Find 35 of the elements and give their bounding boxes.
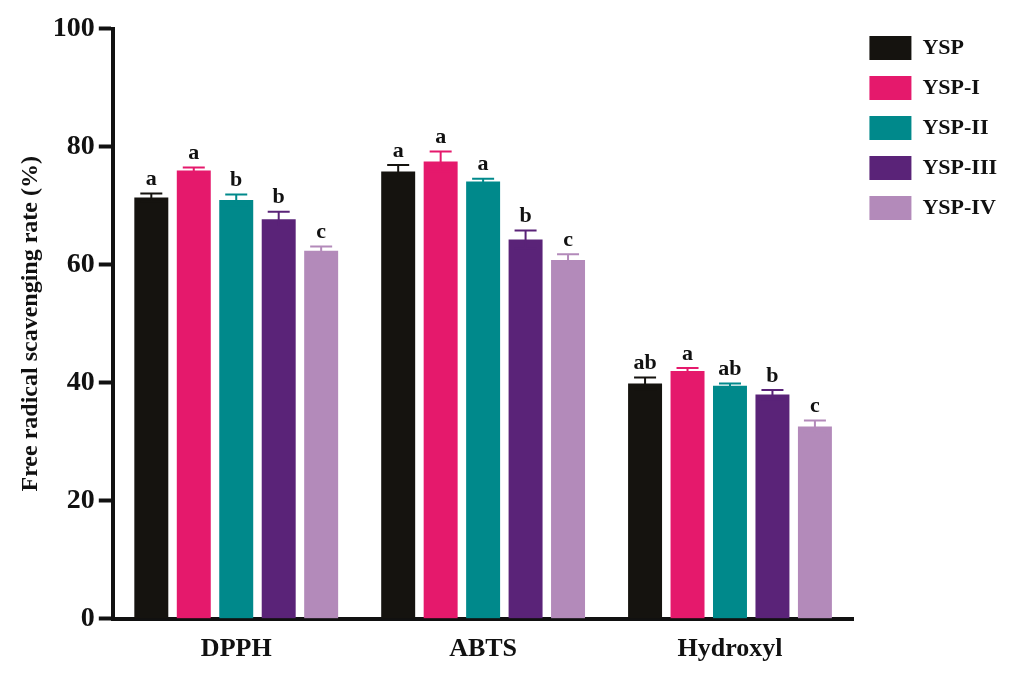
data-label: ab [633,349,657,375]
data-label: ab [718,355,742,381]
y-axis-title: Free radical scavenging rate (%) [15,156,42,492]
bar [176,170,211,619]
legend-label: YSP [922,33,964,59]
y-tick-label: 0 [80,601,95,633]
y-tick-label: 100 [52,11,95,43]
legend-label: YSP-IV [922,193,996,219]
data-label: b [272,183,285,209]
data-label: b [230,166,243,192]
data-label: a [145,165,157,191]
data-label: a [188,139,200,165]
y-tick-label: 40 [66,365,95,397]
bar [670,371,705,619]
bar [304,250,339,619]
y-tick-label: 20 [66,483,95,515]
legend-label: YSP-I [922,73,980,99]
legend-label: YSP-II [922,113,989,139]
data-label: b [519,202,532,228]
bar [466,181,501,619]
legend-label: YSP-III [922,153,998,179]
x-tick-label: Hydroxyl [677,633,783,663]
data-label: a [682,339,694,365]
x-tick-label: ABTS [449,633,518,663]
data-label: a [477,150,489,176]
data-label: a [435,123,447,149]
data-label: b [766,361,779,387]
bar [713,385,747,619]
data-label: c [563,225,574,251]
x-tick-label: DPPH [200,633,272,663]
data-label: c [810,392,821,418]
data-label: a [392,136,404,162]
y-tick-label: 60 [66,247,95,279]
y-tick-label: 80 [66,129,95,161]
data-label: c [316,218,327,244]
